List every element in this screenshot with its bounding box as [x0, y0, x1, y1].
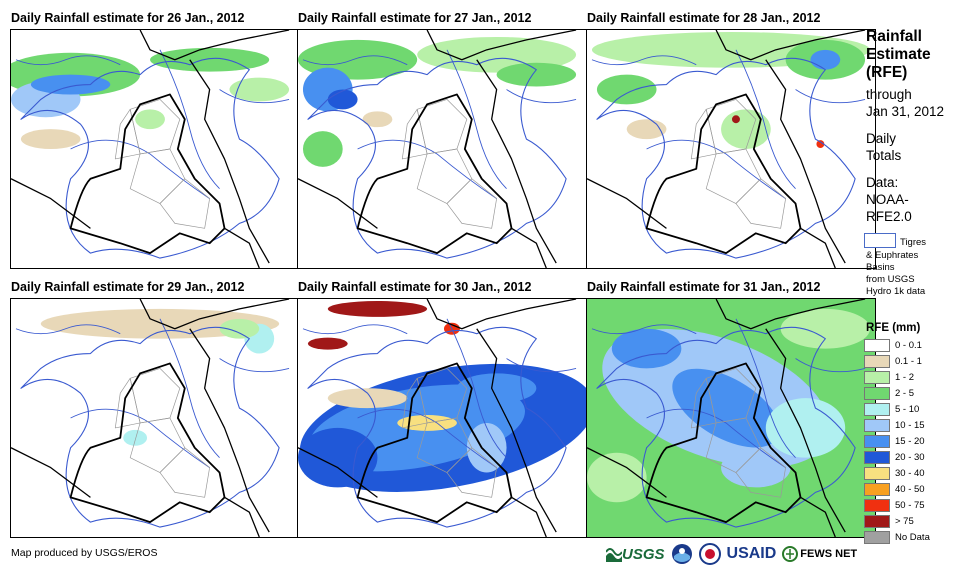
legend-item: No Data [864, 531, 930, 544]
usgs-logo: USGS [606, 546, 665, 563]
credit-text: Map produced by USGS/EROS [11, 547, 158, 559]
basin-label-4: from USGS [866, 274, 915, 285]
through-label: through [866, 87, 912, 102]
legend-label: 30 - 40 [895, 468, 925, 479]
legend-label: No Data [895, 532, 930, 543]
legend-swatch [864, 339, 890, 352]
legend-item: 20 - 30 [864, 451, 925, 464]
legend-item: 15 - 20 [864, 435, 925, 448]
legend-label: 10 - 15 [895, 420, 925, 431]
legend-swatch [864, 531, 890, 544]
panel-title-30: Daily Rainfall estimate for 30 Jan., 201… [298, 280, 532, 294]
legend-item: 0.1 - 1 [864, 355, 922, 368]
usgs-wave-icon [606, 548, 622, 562]
data-source-2: RFE2.0 [866, 209, 912, 224]
legend-swatch [864, 419, 890, 432]
logo-bar: USGS USAID FEWS NET [606, 541, 857, 567]
basin-label-5: Hydro 1k data [866, 286, 926, 297]
legend-item: > 75 [864, 515, 914, 528]
map-panel-29 [10, 298, 300, 538]
basin-label-1: Tigres [900, 237, 927, 248]
data-label: Data: [866, 175, 899, 190]
map-panel-26 [10, 29, 300, 269]
legend-item: 50 - 75 [864, 499, 925, 512]
basin-label-2: & Euphrates [866, 250, 919, 261]
legend-item: 1 - 2 [864, 371, 914, 384]
legend-swatch [864, 499, 890, 512]
legend-swatch [864, 467, 890, 480]
legend-label: 1 - 2 [895, 372, 915, 383]
totals-label: Totals [866, 148, 902, 163]
panel-title-29: Daily Rainfall estimate for 29 Jan., 201… [11, 280, 245, 294]
noaa-logo-icon [671, 544, 692, 564]
map-panel-28 [586, 29, 876, 269]
basin-legend-swatch [864, 233, 896, 248]
daily-label: Daily [866, 131, 897, 146]
fews-leaf-icon [782, 546, 799, 562]
panel-title-26: Daily Rainfall estimate for 26 Jan., 201… [11, 11, 245, 25]
through-date: Jan 31, 2012 [866, 104, 945, 119]
map-panel-27 [297, 29, 587, 269]
legend-label: 0 - 0.1 [895, 340, 922, 351]
legend-item: 2 - 5 [864, 387, 914, 400]
legend-item: 10 - 15 [864, 419, 925, 432]
legend-swatch [864, 483, 890, 496]
legend-label: 40 - 50 [895, 484, 925, 495]
basin-label-3: Basins [866, 262, 895, 273]
usaid-logo-text: USAID [726, 545, 777, 562]
legend-label: 2 - 5 [895, 388, 915, 399]
legend-label: 0.1 - 1 [895, 356, 922, 367]
legend-item: 30 - 40 [864, 467, 925, 480]
legend-swatch [864, 515, 890, 528]
legend-swatch [864, 451, 890, 464]
legend-swatch [864, 355, 890, 368]
legend-label: > 75 [895, 516, 914, 527]
map-panel-30 [297, 298, 587, 538]
legend-swatch [864, 387, 890, 400]
map-panel-31 [586, 298, 876, 538]
legend-main-title: Rainfall Estimate (RFE) [866, 28, 931, 81]
legend-label: 15 - 20 [895, 436, 925, 447]
rfe-legend-title: RFE (mm) [866, 322, 921, 334]
panel-title-28: Daily Rainfall estimate for 28 Jan., 201… [587, 11, 821, 25]
panel-title-31: Daily Rainfall estimate for 31 Jan., 201… [587, 280, 821, 294]
legend-swatch [864, 435, 890, 448]
legend-item: 40 - 50 [864, 483, 925, 496]
panel-title-27: Daily Rainfall estimate for 27 Jan., 201… [298, 11, 532, 25]
legend-label: 20 - 30 [895, 452, 925, 463]
usaid-seal-icon [698, 543, 721, 565]
legend-swatch [864, 371, 890, 384]
legend-label: 50 - 75 [895, 500, 925, 511]
legend-item: 0 - 0.1 [864, 339, 922, 352]
fews-logo: FEWS NET [782, 546, 857, 562]
legend-swatch [864, 403, 890, 416]
legend-label: 5 - 10 [895, 404, 920, 415]
data-source-1: NOAA- [866, 192, 909, 207]
legend-item: 5 - 10 [864, 403, 919, 416]
